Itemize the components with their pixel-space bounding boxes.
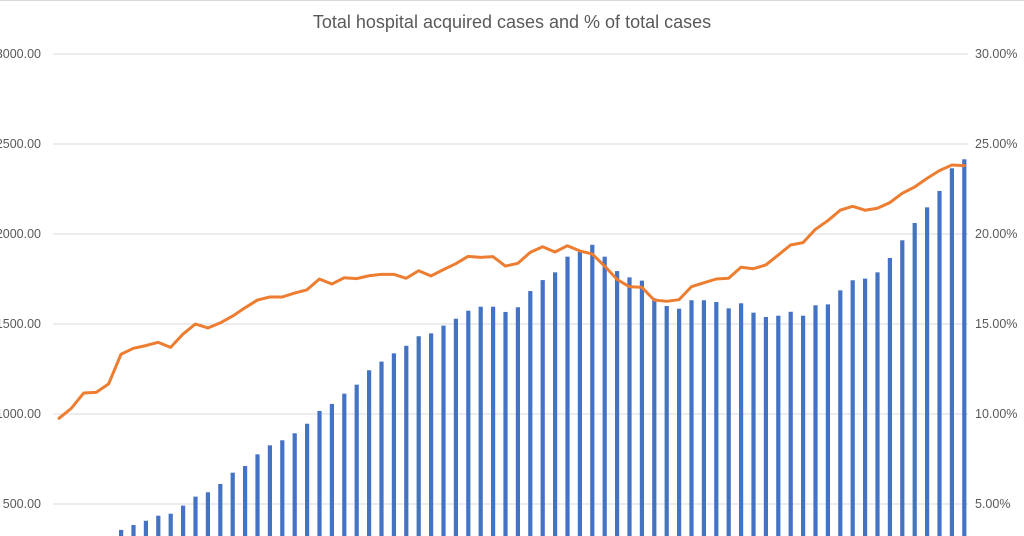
bar [305, 423, 310, 536]
bar [652, 298, 657, 536]
bar [900, 240, 905, 536]
bar [788, 311, 793, 536]
chart-title: Total hospital acquired cases and % of t… [312, 12, 712, 32]
bar [515, 307, 520, 536]
left-axis-tick-label: 2500.00 [0, 137, 41, 151]
right-axis-tick-label: 5.00% [975, 497, 1010, 511]
bar [429, 333, 434, 536]
bar [119, 529, 124, 536]
bar [813, 305, 818, 536]
bar [577, 251, 582, 536]
chart-top-border [0, 0, 1024, 1]
bar [875, 272, 880, 536]
bar [143, 520, 148, 536]
bar [763, 316, 768, 536]
bar [218, 484, 223, 536]
bar [850, 280, 855, 536]
bar [478, 306, 483, 536]
bar [751, 312, 756, 536]
bar [379, 361, 384, 536]
bar [714, 302, 719, 536]
bar [540, 280, 545, 536]
bar [441, 325, 446, 536]
bar [466, 310, 471, 536]
right-axis-tick-label: 30.00% [975, 47, 1017, 61]
bar [664, 306, 669, 536]
bar [701, 300, 706, 536]
bar [404, 345, 409, 536]
bar [925, 207, 930, 536]
bar [528, 291, 533, 536]
bar [962, 159, 967, 536]
bar [230, 472, 235, 536]
bar [255, 454, 260, 536]
bar [677, 308, 682, 536]
bar [801, 315, 806, 536]
bar [825, 304, 830, 536]
bar [602, 256, 607, 536]
bar [553, 272, 558, 536]
bar [329, 403, 334, 536]
left-axis-tick-label: 1000.00 [0, 407, 41, 421]
bar [416, 336, 421, 536]
bar [156, 515, 161, 536]
bar [342, 393, 347, 536]
bar [639, 280, 644, 536]
bar [267, 445, 272, 536]
bar [739, 303, 744, 536]
bar [887, 257, 892, 536]
bar [292, 433, 297, 536]
right-axis-tick-label: 15.00% [975, 317, 1017, 331]
bar [590, 244, 595, 536]
right-axis-tick-label: 10.00% [975, 407, 1017, 421]
bar [615, 271, 620, 536]
bar [168, 513, 173, 536]
bar [726, 308, 731, 536]
bar [181, 505, 186, 536]
bar [863, 278, 868, 536]
bar [391, 353, 396, 536]
bar [354, 384, 359, 536]
bar [243, 466, 248, 536]
bar [131, 525, 136, 536]
right-axis-tick-label: 25.00% [975, 137, 1017, 151]
bar [949, 168, 954, 536]
bar [565, 256, 570, 536]
bar [627, 277, 632, 536]
left-axis-tick-label: 2000.00 [0, 227, 41, 241]
bar [503, 311, 508, 536]
bar [205, 492, 210, 536]
bar [937, 190, 942, 536]
percent-line [57, 163, 966, 420]
bar [689, 300, 694, 536]
bar [491, 306, 496, 536]
bar [838, 290, 843, 536]
left-axis-tick-label: 1500.00 [0, 317, 41, 331]
bar [912, 223, 917, 536]
bar [776, 315, 781, 536]
left-axis-tick-label: 500.00 [3, 497, 41, 511]
bar [317, 410, 322, 536]
left-axis-tick-label: 3000.00 [0, 47, 41, 61]
bar [367, 370, 372, 536]
bar [280, 440, 285, 536]
right-axis-tick-label: 20.00% [975, 227, 1017, 241]
bar [453, 318, 458, 536]
bar [193, 496, 198, 536]
